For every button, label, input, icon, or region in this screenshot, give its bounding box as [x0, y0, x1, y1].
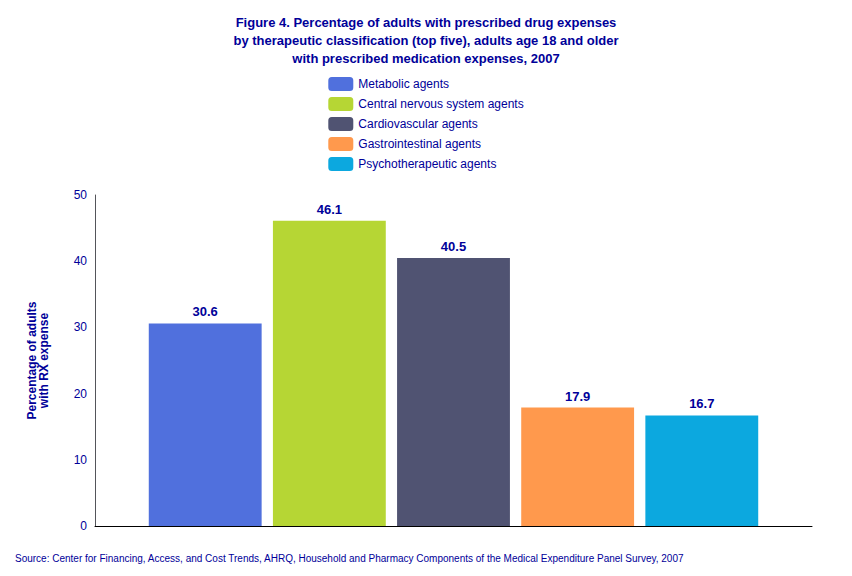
svg-text:Figure 4. Percentage of adults: Figure 4. Percentage of adults with pres… [236, 15, 617, 30]
svg-text:Percentage of adults: Percentage of adults [25, 301, 39, 420]
svg-text:20: 20 [74, 387, 88, 401]
svg-text:with prescribed medication exp: with prescribed medication expenses, 200… [291, 51, 559, 66]
svg-text:10: 10 [74, 453, 88, 467]
svg-text:46.1: 46.1 [317, 202, 342, 217]
svg-text:40.5: 40.5 [441, 239, 466, 254]
svg-text:by therapeutic classification: by therapeutic classification (top five)… [233, 33, 618, 48]
svg-text:Metabolic agents: Metabolic agents [358, 77, 449, 91]
svg-text:Source: Center for Financing,: Source: Center for Financing, Access, an… [15, 553, 684, 564]
svg-text:Psychotherapeutic agents: Psychotherapeutic agents [358, 157, 496, 171]
svg-text:30: 30 [74, 320, 88, 334]
svg-text:16.7: 16.7 [689, 396, 714, 411]
svg-text:40: 40 [74, 254, 88, 268]
svg-text:17.9: 17.9 [565, 389, 590, 404]
svg-text:30.6: 30.6 [193, 304, 218, 319]
svg-text:Gastrointestinal agents: Gastrointestinal agents [358, 137, 481, 151]
svg-text:0: 0 [80, 519, 87, 533]
svg-text:50: 50 [74, 188, 88, 202]
svg-text:with RX expense: with RX expense [37, 313, 51, 410]
svg-text:Central nervous system agents: Central nervous system agents [358, 97, 523, 111]
svg-text:Cardiovascular agents: Cardiovascular agents [358, 117, 477, 131]
